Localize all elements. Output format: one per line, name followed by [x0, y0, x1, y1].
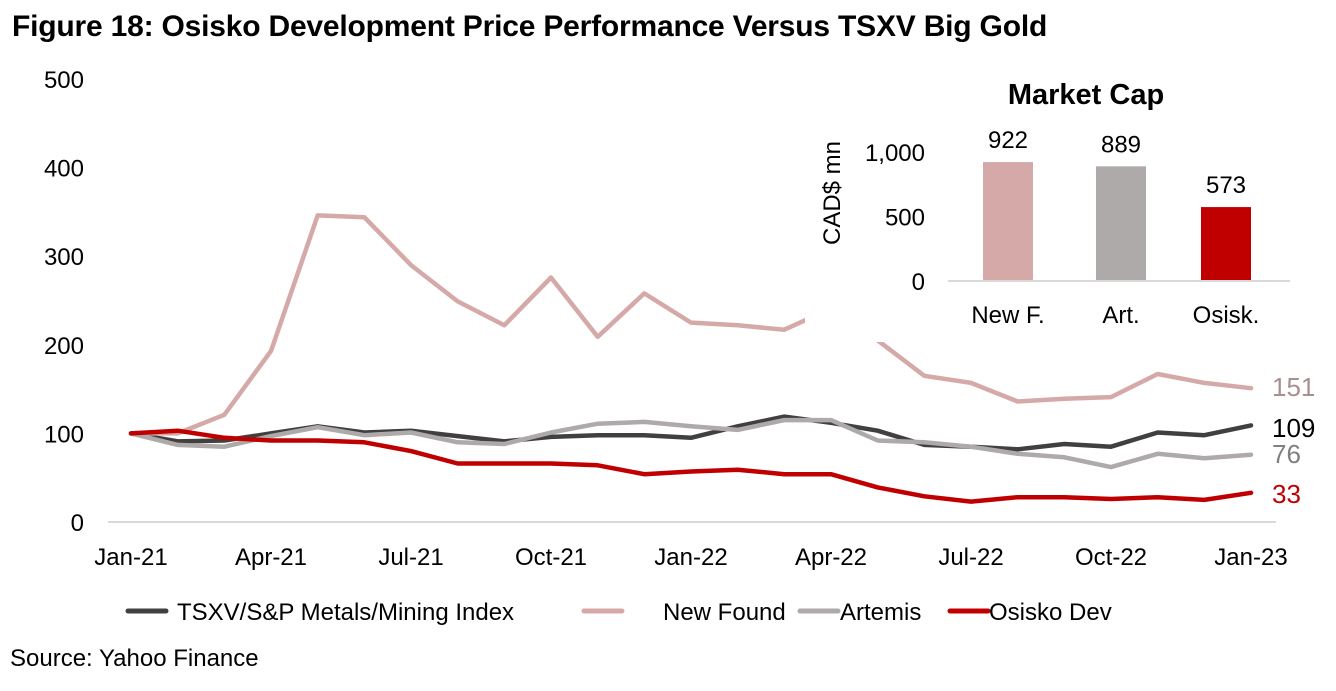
inset-bar	[983, 162, 1033, 281]
x-tick-label: Jul-22	[938, 544, 1003, 571]
inset-x-tick-label: Osisk.	[1193, 302, 1260, 329]
inset-bars: 922 889 573	[983, 127, 1251, 281]
y-tick-label: 300	[44, 244, 84, 271]
inset-y-axis-label: CAD$ mn	[819, 141, 846, 245]
x-tick-label: Jan-21	[94, 544, 167, 571]
inset-y-tick-label: 1,000	[865, 140, 925, 167]
inset-background	[805, 72, 1305, 342]
inset-y-axis-ticks: 0 500 1,000	[865, 140, 925, 296]
end-value-label: 151	[1272, 372, 1315, 402]
inset-bar	[1096, 166, 1146, 281]
end-labels: 109 151 76 33	[1272, 372, 1315, 509]
y-tick-label: 500	[44, 67, 84, 94]
series-lines	[128, 213, 1254, 504]
legend: TSXV/S&P Metals/Mining Index New Found Art…	[125, 599, 1112, 626]
source-note: Source: Yahoo Finance	[10, 645, 259, 672]
inset-bar-value-label: 573	[1206, 172, 1246, 199]
y-tick-label: 100	[44, 421, 84, 448]
legend-label: Osisko Dev	[989, 599, 1112, 626]
inset-bar-value-label: 922	[988, 127, 1028, 154]
inset-bar-chart: Market Cap CAD$ mn 0 500 1,000 922 889 573 N…	[805, 72, 1305, 342]
end-value-label: 33	[1272, 479, 1301, 509]
x-tick-label: Apr-21	[235, 544, 307, 571]
x-tick-label: Jan-23	[1214, 544, 1287, 571]
inset-x-tick-label: Art.	[1102, 302, 1139, 329]
x-tick-label: Oct-21	[515, 544, 587, 571]
y-axis-ticks: 0 100 200 300 400 500	[44, 67, 84, 537]
legend-label: TSXV/S&P Metals/Mining Index	[177, 599, 514, 626]
x-tick-label: Apr-22	[795, 544, 867, 571]
y-tick-label: 400	[44, 156, 84, 183]
inset-title: Market Cap	[1008, 79, 1164, 111]
end-value-label: 76	[1272, 439, 1301, 469]
inset-x-tick-label: New F.	[971, 302, 1044, 329]
figure-title: Figure 18: Osisko Development Price Perf…	[12, 10, 1048, 43]
inset-bar	[1201, 207, 1251, 281]
x-axis-ticks: Jan-21 Apr-21 Jul-21 Oct-21 Jan-22 Apr-22 Jul-…	[94, 544, 1287, 571]
inset-bar-value-label: 889	[1101, 131, 1141, 158]
inset-y-tick-label: 500	[885, 205, 925, 232]
inset-y-tick-label: 0	[912, 269, 925, 296]
inset-x-axis-labels: New F. Art. Osisk.	[971, 302, 1259, 329]
x-tick-label: Jan-22	[654, 544, 727, 571]
series-line-osisko-dev	[128, 428, 1254, 504]
line-chart: 0 100 200 300 400 500 Jan-21 Apr-21 Jul-21 Oct-2…	[44, 67, 1315, 571]
y-tick-label: 200	[44, 333, 84, 360]
y-tick-label: 0	[71, 510, 84, 537]
end-value-label: 109	[1272, 413, 1315, 443]
x-tick-label: Oct-22	[1075, 544, 1147, 571]
x-tick-label: Jul-21	[378, 544, 443, 571]
legend-label: New Found	[663, 599, 786, 626]
legend-label: Artemis	[840, 599, 921, 626]
